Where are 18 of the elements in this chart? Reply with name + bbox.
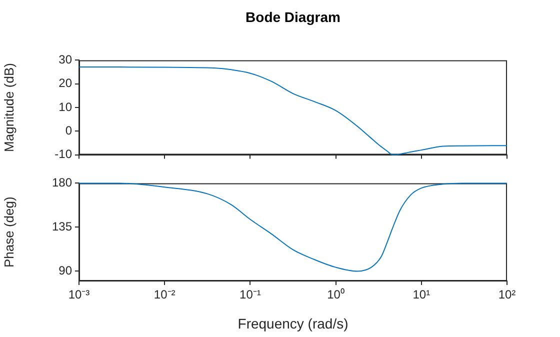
x-axis-title: Frequency (rad/s) [238,315,348,332]
x-tick-label: 10⁻³ [68,288,90,302]
x-tick-label: 10⁻¹ [240,288,261,302]
x-tick-label: 10² [498,288,516,302]
y-axis-title: Magnitude (dB) [1,63,16,152]
y-tick-label: 30 [58,52,72,67]
y-axis-title: Phase (deg) [1,196,16,268]
y-tick-label: 20 [58,76,72,90]
x-tick-label: 10¹ [412,288,430,302]
y-tick-label: 135 [52,220,72,234]
chart-title: Bode Diagram [244,9,342,25]
x-tick-label: 10⁰ [327,288,344,302]
y-tick-label: 90 [58,264,72,278]
y-tick-label: 0 [65,123,72,138]
x-tick-label: 10⁻² [154,288,176,302]
y-tick-label: -10 [54,147,72,162]
y-tick-label: 180 [52,176,72,190]
y-tick-label: 10 [58,100,72,114]
